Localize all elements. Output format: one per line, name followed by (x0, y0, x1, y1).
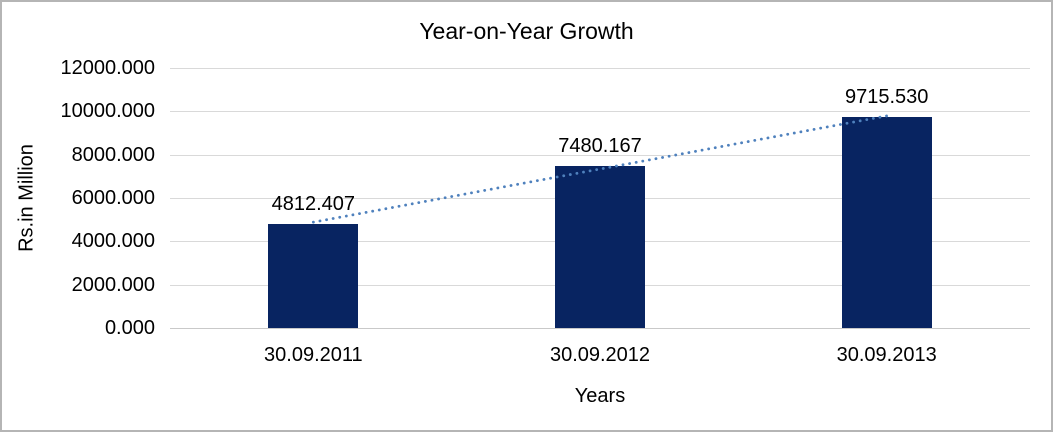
trendline (311, 114, 889, 224)
y-axis-tick-label: 12000.000 (60, 57, 155, 79)
bar (555, 165, 645, 328)
y-axis-tick-label: 8000.000 (71, 143, 155, 166)
y-axis-tick-label: 4000.000 (71, 230, 155, 253)
y-axis-tick-label: 2000.000 (71, 273, 155, 296)
y-axis-tick-label: 0.000 (104, 317, 155, 339)
bar (841, 117, 932, 328)
gridline (170, 111, 1030, 113)
plot-area: 4812.407 7480.167 9715.530 (170, 68, 1030, 329)
gridline (170, 68, 1030, 69)
bar-data-label: 4812.407 (271, 192, 356, 215)
chart-title: Year-on-Year Growth (419, 18, 634, 44)
bar-data-label: 9715.530 (844, 86, 929, 109)
y-axis-tick-label: 10000.000 (60, 100, 155, 123)
x-axis-line (170, 328, 1030, 329)
y-axis-tick-label: 6000.000 (71, 187, 155, 209)
trendline-dotted-line (311, 114, 889, 224)
x-axis-title: Years (574, 385, 626, 407)
bar-data-label: 7480.167 (558, 134, 642, 157)
bar (268, 223, 359, 328)
x-axis-tick-label: 30.09.2011 (264, 344, 363, 366)
x-axis-tick-label: 30.09.2013 (836, 344, 937, 366)
x-axis-tick-label: 30.09.2012 (549, 344, 651, 366)
gridline (170, 154, 1030, 156)
